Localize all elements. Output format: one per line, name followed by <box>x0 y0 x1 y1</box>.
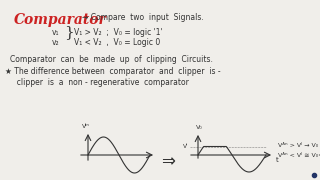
Text: V₁ < V₂  ,  V₀ = Logic 0: V₁ < V₂ , V₀ = Logic 0 <box>74 38 160 47</box>
Text: ★ The difference between  comparator  and  clipper  is -: ★ The difference between comparator and … <box>5 67 220 76</box>
Text: Vᴵⁿ: Vᴵⁿ <box>82 124 90 129</box>
Text: Vᴬⁿ < Vᴵ ≅ V₀=V₂: Vᴬⁿ < Vᴵ ≅ V₀=V₂ <box>278 153 320 158</box>
Text: Comparator  can  be  made  up  of  clipping  Circuits.: Comparator can be made up of clipping Ci… <box>10 55 213 64</box>
Text: V₁ > V₂  ;  V₀ = logic '1': V₁ > V₂ ; V₀ = logic '1' <box>74 28 163 37</box>
Text: t: t <box>276 157 279 163</box>
Text: ⇒: ⇒ <box>161 152 175 170</box>
Text: → Compare  two  input  Signals.: → Compare two input Signals. <box>82 13 204 22</box>
Text: Vᴬⁿ > Vᴵ → V₀ off: Vᴬⁿ > Vᴵ → V₀ off <box>278 143 320 148</box>
Text: Vᴵ: Vᴵ <box>183 144 188 149</box>
Text: }: } <box>64 25 74 39</box>
Text: v₂: v₂ <box>52 38 60 47</box>
Text: v₁: v₁ <box>52 28 60 37</box>
Text: Comparator: Comparator <box>14 13 107 27</box>
Text: V₀: V₀ <box>196 125 202 130</box>
Text: clipper  is  a  non - regenerative  comparator: clipper is a non - regenerative comparat… <box>12 78 189 87</box>
